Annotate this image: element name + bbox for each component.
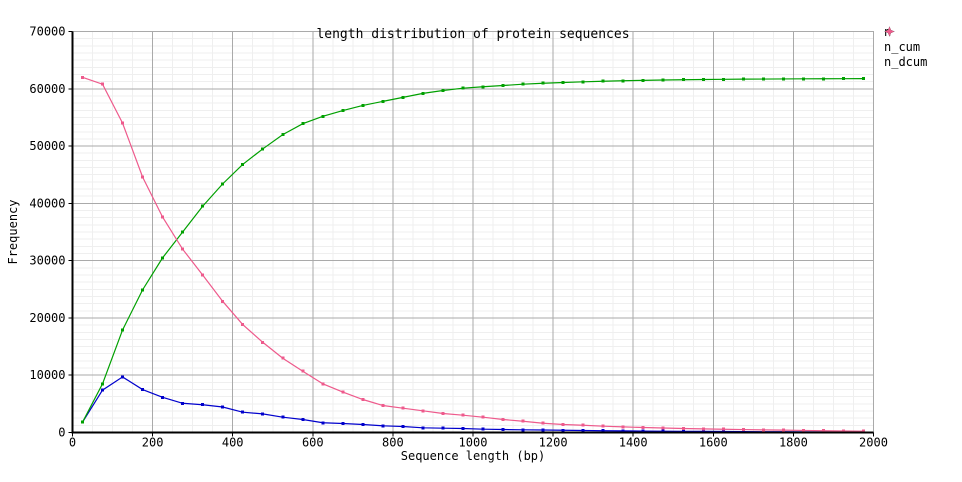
major-gridlines xyxy=(72,31,874,433)
y-tick-label: 60000 xyxy=(29,82,65,96)
y-tick-label: 20000 xyxy=(29,311,65,325)
series-n_cum xyxy=(81,77,865,424)
y-tick-label: 30000 xyxy=(29,254,65,268)
y-tick-label: 70000 xyxy=(29,25,65,39)
x-tick-label: 1200 xyxy=(539,436,568,450)
y-tick-label: 10000 xyxy=(29,368,65,382)
y-axis-label: Frequency xyxy=(6,199,20,265)
x-tick-label: 200 xyxy=(142,436,164,450)
y-tick-label: 40000 xyxy=(29,196,65,210)
x-tick-label: 2000 xyxy=(859,436,888,450)
x-tick-label: 0 xyxy=(69,436,76,450)
x-tick-label: 600 xyxy=(302,436,324,450)
series-n_dcum xyxy=(81,75,865,433)
y-tick-label: 0 xyxy=(58,426,65,440)
legend-label-n-dcum: n_dcum xyxy=(884,55,928,69)
y-tick-label: 50000 xyxy=(29,139,65,153)
x-tick-label: 1600 xyxy=(699,436,728,450)
x-tick-label: 1800 xyxy=(779,436,808,450)
legend: n n_cum n_dcum xyxy=(884,26,928,69)
legend-label-n-cum: n_cum xyxy=(884,40,921,54)
x-tick-label: 1000 xyxy=(459,436,488,450)
chart-title: length distribution of protein sequences xyxy=(316,27,630,42)
star-marker-icon xyxy=(884,26,895,37)
legend-item-n-dcum: n_dcum xyxy=(884,26,928,69)
tick-labels: 0 200 400 600 800 1000 1200 1400 1600 1800 2000010… xyxy=(29,25,888,450)
legend-item-n-cum: n_cum xyxy=(884,26,927,54)
x-axis-label: Sequence length (bp) xyxy=(400,449,546,463)
x-tick-label: 400 xyxy=(222,436,244,450)
x-tick-label: 800 xyxy=(382,436,404,450)
x-tick-label: 1400 xyxy=(619,436,648,450)
